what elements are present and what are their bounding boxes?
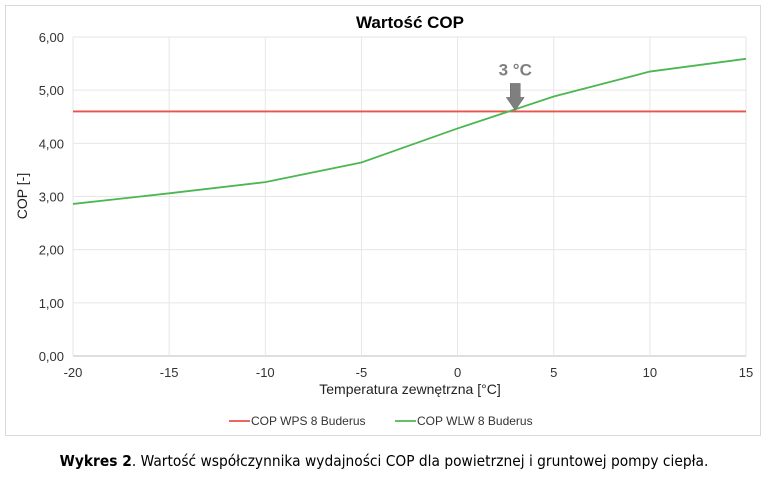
annotation-label: 3 °C (499, 60, 532, 79)
caption-text: . Wartość współczynnika wydajności COP d… (131, 452, 709, 470)
x-tick-label: -5 (356, 365, 368, 380)
x-tick-label: 15 (739, 365, 753, 380)
y-tick-label: 6,00 (39, 30, 64, 45)
x-tick-label: 5 (550, 365, 557, 380)
x-tick-label: -10 (256, 365, 275, 380)
y-axis-label: COP [-] (14, 173, 30, 219)
legend-label: COP WLW 8 Buderus (417, 414, 533, 428)
figure-caption: Wykres 2. Wartość współczynnika wydajnoś… (31, 452, 738, 470)
x-tick-label: -20 (64, 365, 83, 380)
y-tick-label: 0,00 (39, 349, 64, 364)
cop-chart: Wartość COP 0,00 1,00 2,00 3,00 4,00 5,00 6,00… (14, 13, 753, 428)
x-axis-label: Temperatura zewnętrzna [°C] (319, 381, 500, 397)
y-tick-label: 1,00 (39, 296, 64, 311)
y-tick-label: 4,00 (39, 136, 64, 151)
x-tick-label: 10 (643, 365, 657, 380)
y-tick-label: 3,00 (39, 190, 64, 205)
series-line-wlw (72, 57, 747, 205)
legend-label: COP WPS 8 Buderus (251, 414, 366, 428)
chart-title: Wartość COP (356, 13, 464, 32)
y-tick-label: 2,00 (39, 243, 64, 258)
chart-frame (5, 5, 761, 436)
x-tick-label: 0 (454, 365, 461, 380)
arrow-down-icon (505, 83, 525, 111)
x-tick-label: -15 (160, 365, 179, 380)
y-tick-label: 5,00 (39, 83, 64, 98)
caption-label: Wykres 2 (59, 452, 132, 470)
